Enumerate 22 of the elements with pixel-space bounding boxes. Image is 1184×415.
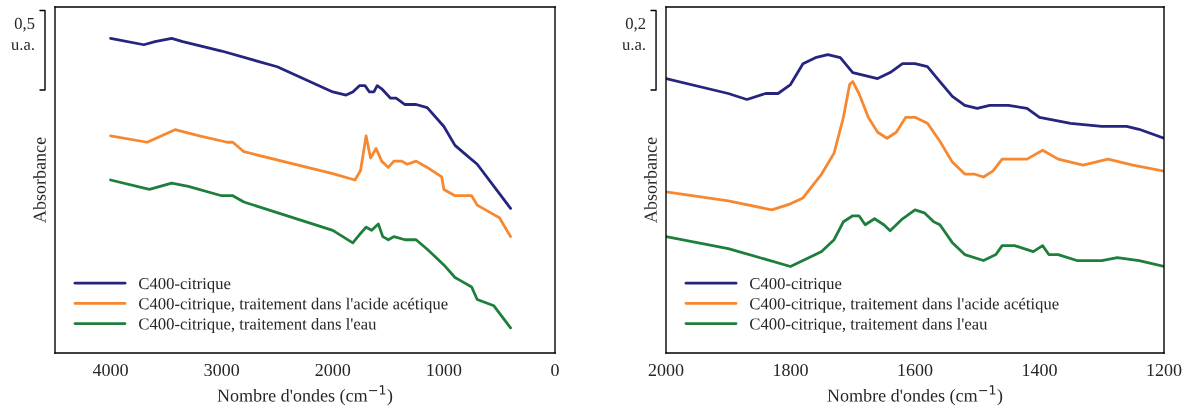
x-tick-label: 1400 bbox=[1023, 363, 1057, 377]
text: 0,2 u.a. bbox=[622, 17, 646, 51]
x-axis-title: Nombre d'ondes (cm$^{−1}$) bbox=[217, 385, 393, 406]
x-tick-label: 1200 bbox=[1147, 363, 1182, 377]
x-tick-label: 1000 bbox=[427, 363, 462, 377]
x-tick-label: 0 bbox=[551, 363, 559, 377]
legend-label: C400-citrique bbox=[139, 277, 231, 293]
x-tick-label: 2000 bbox=[648, 363, 684, 377]
y-axis-title: Absorbance bbox=[644, 137, 657, 223]
y-axis-title: Absorbance bbox=[33, 137, 46, 223]
x-tick-label: 2000 bbox=[315, 363, 351, 377]
legend-label: C400-citrique, traitement dans l'acide acétique bbox=[139, 297, 448, 313]
x-tick-label: 1800 bbox=[774, 363, 808, 377]
x-tick-label: 4000 bbox=[92, 363, 128, 377]
legend-label: C400-citrique, traitement dans l'eau bbox=[750, 317, 988, 333]
x-tick-label: 1600 bbox=[898, 363, 933, 377]
x-tick-label: 3000 bbox=[204, 363, 240, 377]
legend-label: C400-citrique, traitement dans l'eau bbox=[139, 317, 377, 333]
legend-label: C400-citrique bbox=[750, 277, 842, 293]
legend-label: C400-citrique, traitement dans l'acide acétique bbox=[750, 297, 1059, 313]
text: 0,5 u.a. bbox=[11, 17, 35, 51]
x-axis-title: Nombre d'ondes (cm$^{−1}$) bbox=[827, 385, 1003, 406]
